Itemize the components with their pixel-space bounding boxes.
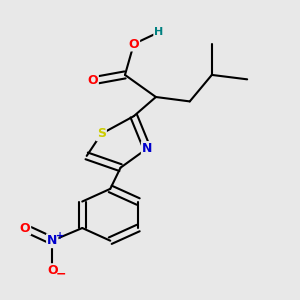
Text: S: S xyxy=(97,127,106,140)
Text: H: H xyxy=(154,27,164,37)
Text: N: N xyxy=(47,234,57,247)
Text: +: + xyxy=(56,231,64,241)
Text: O: O xyxy=(87,74,98,87)
Text: O: O xyxy=(20,221,30,235)
Text: −: − xyxy=(56,267,66,280)
Text: O: O xyxy=(128,38,139,50)
Text: N: N xyxy=(142,142,152,155)
Text: O: O xyxy=(47,264,58,277)
